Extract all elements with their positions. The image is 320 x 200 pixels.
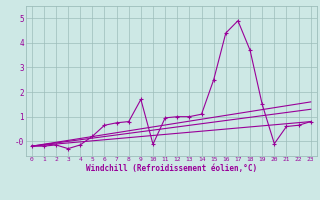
X-axis label: Windchill (Refroidissement éolien,°C): Windchill (Refroidissement éolien,°C): [86, 164, 257, 173]
